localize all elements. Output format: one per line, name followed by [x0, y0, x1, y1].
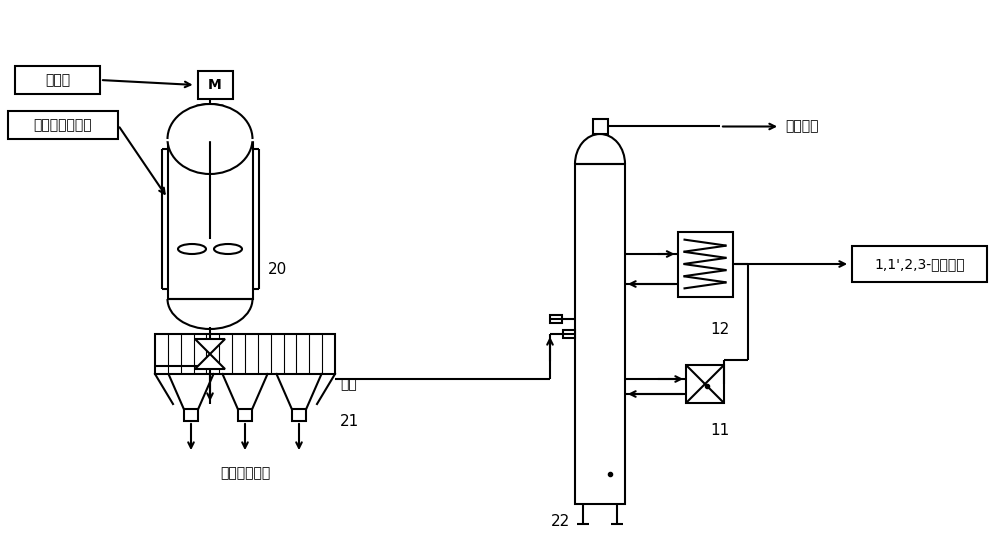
- Bar: [686, 365, 724, 403]
- Text: 20: 20: [268, 261, 287, 277]
- Bar: [15, 66, 100, 94]
- Polygon shape: [195, 339, 225, 354]
- Bar: [166, 105, 254, 140]
- Bar: [8, 111, 118, 139]
- Text: 1,1',2,3-四氯丙烯: 1,1',2,3-四氯丙烯: [874, 257, 965, 271]
- Bar: [184, 409, 198, 421]
- Text: 塔顶产品: 塔顶产品: [785, 120, 818, 133]
- Bar: [292, 409, 306, 421]
- Text: 21: 21: [340, 414, 359, 429]
- Ellipse shape: [168, 104, 252, 174]
- Text: 12: 12: [710, 322, 729, 337]
- Text: 滤液: 滤液: [340, 377, 357, 391]
- Bar: [678, 232, 732, 296]
- Text: M: M: [208, 78, 222, 92]
- Bar: [155, 334, 335, 374]
- Text: 四氯丙烯混合物: 四氯丙烯混合物: [34, 118, 92, 132]
- Ellipse shape: [178, 244, 206, 254]
- Polygon shape: [195, 354, 225, 369]
- Bar: [563, 330, 575, 338]
- Text: 催化剂: 催化剂: [45, 73, 70, 87]
- Bar: [238, 409, 252, 421]
- Bar: [592, 119, 608, 134]
- Ellipse shape: [214, 244, 242, 254]
- Bar: [168, 139, 252, 299]
- Bar: [550, 315, 562, 323]
- Text: 滤饼（套用）: 滤饼（套用）: [220, 466, 270, 480]
- Text: 11: 11: [710, 423, 729, 438]
- Bar: [198, 71, 232, 99]
- Text: 22: 22: [551, 514, 570, 529]
- Bar: [575, 164, 625, 504]
- Bar: [852, 246, 987, 282]
